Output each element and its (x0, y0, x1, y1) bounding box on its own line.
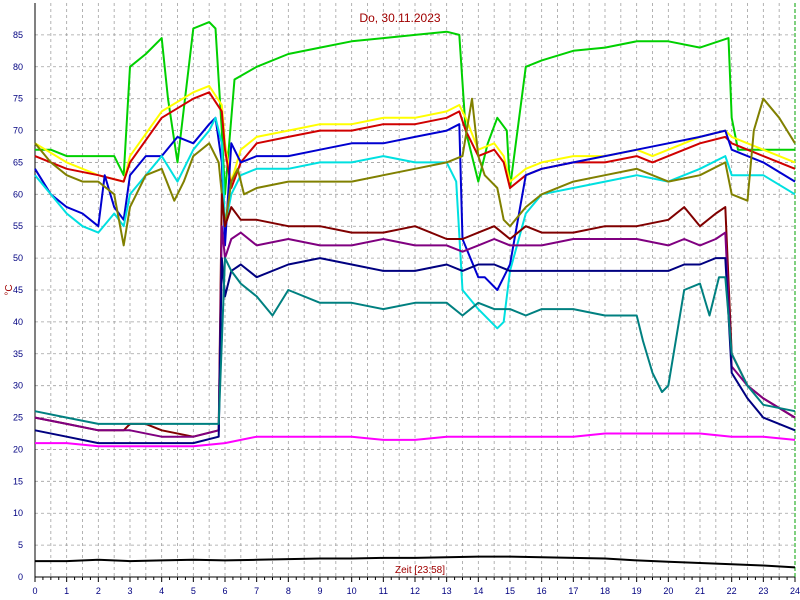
x-tick-label: 12 (410, 586, 420, 596)
series-line-5 (34, 116, 796, 330)
x-axis-label: Zeit [23:58] (395, 565, 445, 576)
x-tick-label: 15 (505, 586, 515, 596)
series-lines (34, 21, 796, 569)
x-tick-label: 14 (473, 586, 483, 596)
series-line-12 (35, 555, 796, 569)
x-tick-label: 11 (379, 586, 388, 596)
y-tick-label: 55 (13, 221, 23, 231)
y-tick-label: 10 (13, 508, 23, 518)
y-tick-label: 20 (13, 444, 23, 454)
x-tick-labels: 0 1 2 3 4 5 6 7 8 9 10 11 12 13 14 15 16 17 18 19 20 21 22 23 24 (32, 586, 800, 596)
x-tick-label: 16 (537, 586, 547, 596)
series-line-6 (34, 97, 796, 247)
x-tick-label: 2 (96, 586, 101, 596)
series-line-2 (34, 84, 796, 183)
x-tick-label: 19 (632, 586, 642, 596)
x-tick-label: 1 (64, 586, 69, 596)
y-axis-label: °C (4, 284, 15, 295)
x-tick-label: 0 (32, 586, 37, 596)
x-tick-label: 8 (286, 586, 291, 596)
y-tick-label: 0 (18, 572, 23, 582)
plot-frame (34, 3, 796, 582)
y-tick-label: 80 (13, 62, 23, 72)
series-line-7 (34, 193, 796, 438)
series-line-8 (34, 225, 796, 438)
y-tick-labels: 0 5 10 15 20 25 30 35 40 45 50 55 60 65 70 75 80 85 (13, 30, 23, 582)
x-tick-label: 22 (727, 586, 737, 596)
x-tick-label: 6 (222, 586, 227, 596)
x-tick-label: 18 (600, 586, 610, 596)
x-tick-label: 5 (191, 586, 196, 596)
y-tick-label: 15 (13, 476, 23, 486)
x-tick-label: 3 (127, 586, 132, 596)
x-tick-label: 13 (442, 586, 452, 596)
x-tick-label: 20 (663, 586, 673, 596)
y-tick-label: 60 (13, 189, 23, 199)
x-tick-label: 24 (790, 586, 800, 596)
chart-title: Do, 30.11.2023 (359, 11, 441, 25)
y-tick-label: 75 (13, 94, 23, 104)
series-line-10 (34, 257, 796, 425)
x-tick-label: 9 (317, 586, 322, 596)
y-tick-label: 65 (13, 157, 23, 167)
series-line-11 (35, 432, 796, 448)
x-tick-label: 21 (695, 586, 705, 596)
x-tick-label: 17 (568, 586, 578, 596)
y-tick-label: 35 (13, 349, 23, 359)
y-tick-label: 70 (13, 126, 23, 136)
x-tick-label: 10 (347, 586, 357, 596)
x-tick-label: 4 (159, 586, 164, 596)
y-tick-label: 30 (13, 381, 23, 391)
y-tick-label: 50 (13, 253, 23, 263)
x-tick-label: 23 (758, 586, 768, 596)
y-tick-label: 5 (18, 540, 23, 550)
x-tick-label: 7 (254, 586, 259, 596)
y-tick-label: 40 (13, 317, 23, 327)
series-line-4 (34, 116, 796, 291)
series-line-9 (34, 257, 796, 445)
series-line-1 (35, 21, 795, 196)
y-tick-label: 85 (13, 30, 23, 40)
y-tick-label: 45 (13, 285, 23, 295)
series-line-3 (34, 91, 796, 189)
y-tick-label: 25 (13, 413, 23, 423)
